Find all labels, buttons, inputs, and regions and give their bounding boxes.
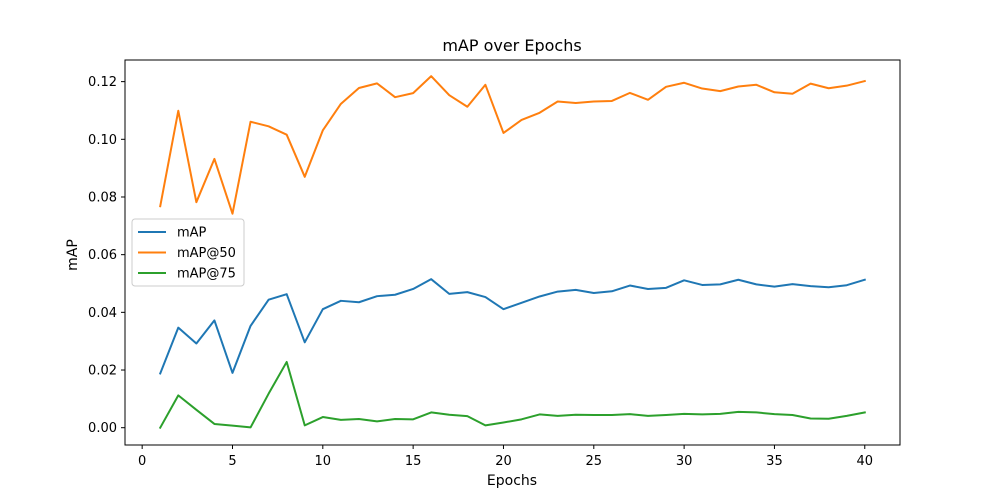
x-tick-label: 40 — [856, 454, 873, 469]
series-line-1 — [159, 75, 866, 215]
series-layer — [158, 75, 867, 430]
x-tick-label: 25 — [586, 454, 603, 469]
y-tick-label: 0.00 — [88, 421, 117, 436]
legend-label-1: mAP@50 — [177, 246, 236, 261]
x-tick-label: 10 — [315, 454, 332, 469]
x-tick-label: 0 — [138, 454, 146, 469]
x-tick-label: 20 — [495, 454, 512, 469]
series-line-2 — [158, 360, 866, 430]
legend-label-0: mAP — [177, 226, 207, 241]
axes-frame — [124, 59, 901, 446]
y-tick-label: 0.04 — [88, 306, 117, 321]
y-axis-title: mAP — [65, 239, 81, 271]
x-tick-label: 15 — [405, 454, 422, 469]
x-tick-label: 35 — [766, 454, 783, 469]
x-tick-label: 5 — [228, 454, 236, 469]
y-tick-label: 0.10 — [88, 133, 117, 148]
x-tick-label: 30 — [676, 454, 693, 469]
chart-title: mAP over Epochs — [442, 36, 581, 55]
series-line-0 — [158, 278, 867, 375]
y-tick-label: 0.02 — [88, 364, 117, 379]
y-tick-label: 0.12 — [88, 75, 117, 90]
x-axis-title: Epochs — [487, 473, 537, 489]
legend-box — [131, 218, 245, 287]
y-tick-label: 0.06 — [88, 248, 117, 263]
legend-label-2: mAP@75 — [177, 267, 236, 282]
y-tick-label: 0.08 — [88, 190, 117, 205]
legend: mAP mAP@50 mAP@75 — [131, 218, 245, 287]
axes-layer: 0 5 10 15 20 25 30 35 40 0.00 0.02 0.04 0.06 0.08 0.10… — [88, 59, 901, 469]
